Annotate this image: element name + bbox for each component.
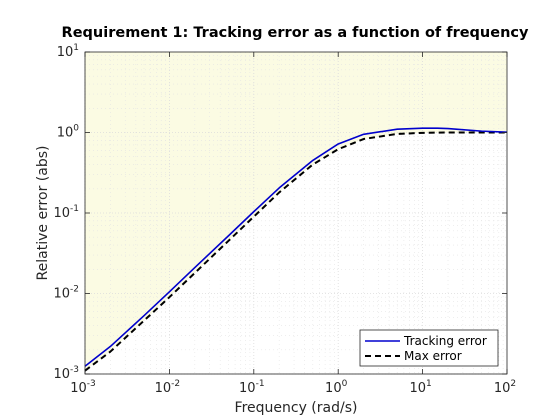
x-tick-label: 100 [325,379,348,396]
chart-title: Requirement 1: Tracking error as a funct… [62,25,529,41]
x-tick-label: 102 [494,379,516,396]
series-line-max-error [84,131,507,372]
y-tick-label: 100 [57,124,80,141]
x-tick-label: 10-2 [155,379,181,396]
x-tick-label: 10-3 [70,379,96,396]
y-axis-label: Relative error (abs) [35,146,51,281]
y-tick-label: 10-1 [53,204,79,221]
x-tick-label: 101 [409,379,431,396]
y-tick-label: 101 [57,43,79,60]
x-tick-label: 10-1 [239,379,265,396]
legend-label: Tracking error [403,334,487,348]
plot-area: 10-3 10-2 10-1 100 101 102 10-3 10-2 10-1 100 101 T… [53,43,516,396]
x-axis-label: Frequency (rad/s) [235,400,358,416]
y-tick-label: 10-3 [53,365,79,382]
legend-label: Max error [404,349,462,363]
series-line-tracking-error [84,127,508,367]
y-tick-label: 10-2 [53,285,79,302]
legend-box [359,329,499,367]
shaded-region [85,52,507,371]
